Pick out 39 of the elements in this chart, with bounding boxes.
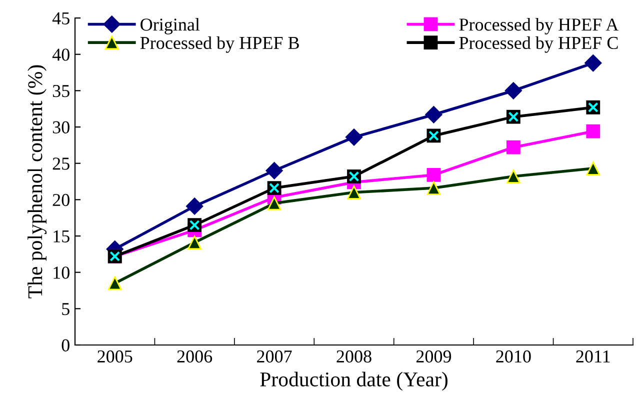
point: [345, 128, 363, 146]
y-tick-label: 20: [52, 194, 70, 206]
point: [504, 82, 522, 100]
x-tick-label: 2011: [576, 350, 610, 363]
y-axis-title: The polyphenol content (%): [28, 65, 47, 298]
point: [506, 169, 520, 184]
x-tick-label: 2010: [496, 350, 531, 363]
x-axis-title: Production date (Year): [260, 372, 448, 391]
legend-label: Processed by HPEF B: [140, 36, 299, 53]
y-tick-label: 25: [52, 158, 70, 170]
point: [586, 124, 600, 138]
point: [188, 236, 202, 250]
point: [267, 196, 282, 210]
y-tick-label: 0: [62, 339, 70, 352]
point: [506, 140, 520, 154]
y-tick-label: 15: [54, 230, 70, 242]
legend-label: Original: [140, 18, 200, 34]
y-tick-label: 35: [52, 84, 70, 98]
point: [584, 54, 602, 72]
y-tick-label: 40: [52, 48, 70, 61]
point: [266, 162, 283, 180]
x-tick-label: 2008: [336, 350, 372, 363]
y-tick-label: 45: [52, 12, 70, 24]
x-tick-label: 2005: [98, 350, 132, 363]
point: [425, 106, 442, 124]
y-tick-label: 10: [54, 266, 70, 279]
y-tick-label: 30: [52, 121, 70, 134]
y-tick-label: 5: [62, 303, 70, 316]
x-tick-label: 2006: [177, 350, 212, 363]
legend-label: Processed by HPEF A: [459, 18, 619, 34]
x-tick-label: 2009: [416, 350, 452, 363]
point: [108, 276, 122, 290]
legend-label: Processed by HPEF C: [459, 36, 618, 53]
point: [426, 181, 441, 195]
point: [347, 185, 361, 200]
point: [186, 198, 204, 215]
point: [586, 161, 600, 176]
x-tick-label: 2007: [257, 350, 292, 363]
point: [426, 168, 441, 182]
